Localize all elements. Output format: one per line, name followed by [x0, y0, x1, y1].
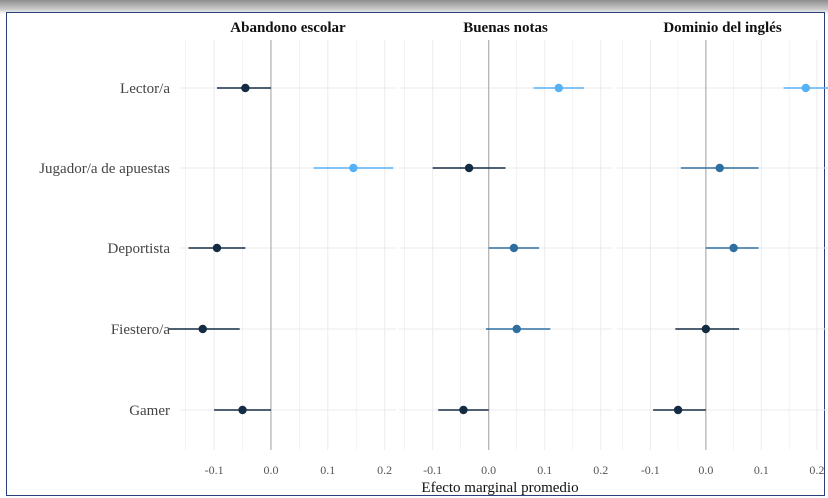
x-tick-label: 0.2	[593, 463, 608, 477]
estimate-point	[673, 405, 683, 415]
x-tick-label: 0.0	[481, 463, 496, 477]
x-tick-label: 0.1	[320, 463, 335, 477]
estimate-point	[464, 163, 474, 173]
row-label: Gamer	[129, 403, 170, 419]
estimate-point	[801, 83, 810, 93]
panel-title: Abandono escolar	[230, 20, 346, 36]
x-tick-label: -0.1	[423, 463, 442, 477]
x-tick-label: -0.1	[641, 463, 660, 477]
estimate-point	[198, 324, 207, 334]
estimate-point	[729, 243, 738, 253]
estimate-point	[715, 163, 724, 173]
chart-frame	[6, 12, 825, 496]
x-axis-title: Efecto marginal promedio	[421, 480, 578, 496]
x-tick-label: 0.1	[754, 463, 769, 477]
estimate-point	[512, 324, 521, 334]
estimate-point	[554, 83, 563, 93]
estimate-point	[238, 405, 247, 415]
window-top-shadow	[0, 0, 828, 14]
panel-title: Dominio del inglés	[663, 20, 782, 36]
x-tick-label: 0.2	[377, 463, 392, 477]
row-label: Lector/a	[120, 81, 170, 97]
estimate-point	[241, 83, 250, 93]
panel-title: Buenas notas	[463, 20, 548, 36]
estimate-point	[212, 243, 222, 253]
estimate-point	[509, 243, 519, 253]
x-tick-label: 0.1	[537, 463, 552, 477]
estimate-point	[701, 324, 711, 334]
row-label: Deportista	[108, 241, 171, 257]
x-tick-label: -0.1	[205, 463, 224, 477]
label-layer: Lector/a Jugador/a de apuestas Deportista F…	[39, 20, 824, 477]
estimate-point	[459, 405, 468, 415]
x-tick-label: 0.0	[698, 463, 713, 477]
x-tick-label: 0.2	[809, 463, 824, 477]
row-label: Jugador/a de apuestas	[39, 161, 170, 177]
x-tick-label: 0.0	[263, 463, 278, 477]
row-label: Fiestero/a	[111, 322, 170, 338]
estimate-point	[349, 163, 358, 173]
mark-layer	[168, 83, 828, 415]
